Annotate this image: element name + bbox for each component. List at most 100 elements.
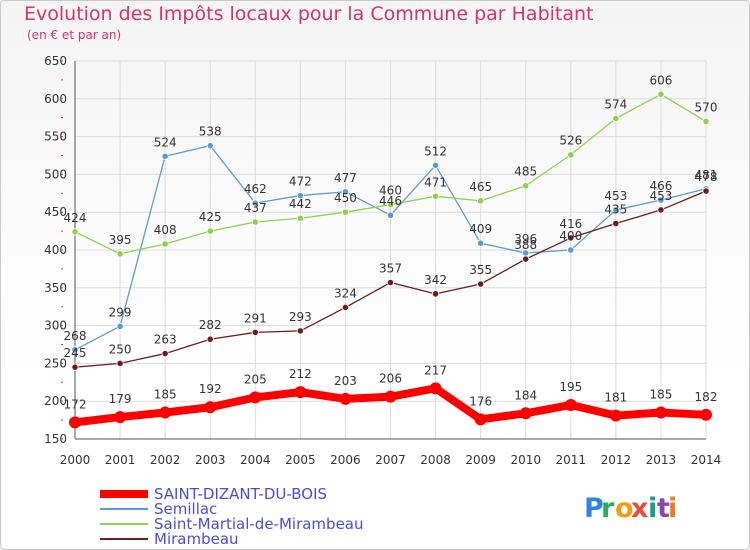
data-label: 205 — [244, 372, 267, 386]
data-label: 184 — [514, 388, 537, 402]
data-label: 435 — [604, 203, 627, 217]
data-point — [161, 152, 169, 160]
data-label: 355 — [469, 263, 492, 277]
legend-label: SAINT-DIZANT-DU-BOIS — [154, 485, 327, 503]
x-tick-label: 2003 — [195, 453, 226, 467]
data-point — [702, 187, 710, 195]
data-point — [609, 409, 622, 422]
data-label: 400 — [559, 229, 582, 243]
data-label: 342 — [424, 273, 447, 287]
data-label: 245 — [64, 346, 87, 360]
data-point — [206, 335, 214, 343]
data-label: 574 — [604, 97, 627, 111]
data-label: 481 — [695, 168, 718, 182]
data-point — [657, 90, 665, 98]
data-label: 268 — [64, 329, 87, 343]
data-point — [657, 206, 665, 214]
data-point — [522, 182, 530, 190]
x-tick-label: 2014 — [691, 453, 722, 467]
data-point — [114, 411, 127, 424]
data-point — [612, 206, 620, 214]
data-point — [296, 191, 304, 200]
data-point — [477, 280, 485, 288]
data-label: 192 — [199, 382, 222, 396]
logo-letter: x — [631, 493, 648, 524]
data-point — [567, 151, 575, 159]
data-label: 478 — [695, 170, 718, 184]
data-label: 570 — [695, 100, 718, 114]
data-point — [206, 227, 214, 235]
data-point — [477, 239, 485, 247]
data-label: 181 — [604, 391, 627, 405]
data-label: 512 — [424, 144, 447, 158]
chart-title: Evolution des Impôts locaux pour la Comm… — [24, 3, 594, 25]
data-point — [161, 349, 169, 358]
y-tick-label: 350 — [44, 281, 67, 295]
data-label: 185 — [154, 388, 177, 402]
data-label: 179 — [109, 392, 132, 406]
x-tick-label: 2002 — [150, 453, 181, 467]
data-label: 357 — [379, 262, 402, 276]
y-tick-label: 650 — [44, 54, 67, 68]
data-point — [386, 278, 395, 287]
x-tick-label: 2010 — [510, 453, 541, 467]
data-label: 182 — [695, 390, 718, 404]
data-point — [251, 199, 259, 207]
y-tick-label: 550 — [44, 130, 67, 144]
proxiti-logo: Pr ox i ti — [584, 493, 677, 524]
data-label: 424 — [64, 211, 87, 225]
data-label: 472 — [289, 175, 312, 189]
data-label: 465 — [469, 180, 492, 194]
x-tick-label: 2013 — [646, 453, 677, 467]
data-point — [519, 407, 532, 420]
data-label: 212 — [289, 367, 312, 381]
legend-label: Saint-Martial-de-Mirambeau — [154, 515, 364, 533]
data-point — [251, 328, 259, 337]
data-point — [296, 327, 304, 335]
data-label: 485 — [514, 165, 537, 179]
data-point — [71, 346, 79, 354]
x-tick-label: 2006 — [330, 453, 361, 467]
data-label: 453 — [649, 189, 672, 203]
data-label: 395 — [109, 233, 132, 247]
legend: SAINT-DIZANT-DU-BOISSemillacSaint-Martia… — [100, 485, 364, 548]
data-point — [474, 413, 487, 426]
data-point — [296, 214, 304, 222]
logo-letter: i — [648, 493, 657, 524]
y-tick-label: 250 — [44, 356, 67, 370]
data-label: 172 — [64, 397, 87, 411]
data-label: 466 — [649, 179, 672, 193]
y-tick-label: 300 — [44, 319, 67, 333]
y-tick-label: 400 — [44, 243, 67, 257]
data-label: 450 — [334, 191, 357, 205]
series-lines — [69, 90, 712, 429]
data-point — [700, 408, 712, 421]
data-label: 477 — [334, 171, 357, 185]
data-label: 388 — [514, 238, 537, 252]
data-point — [477, 197, 485, 205]
data-label: 471 — [424, 175, 447, 189]
data-label: 396 — [514, 232, 537, 246]
x-tick-label: 2011 — [556, 453, 587, 467]
logo-letter: t — [657, 493, 670, 524]
data-label: 425 — [199, 210, 222, 224]
data-point — [702, 117, 710, 126]
data-point — [429, 382, 442, 395]
data-label: 442 — [289, 197, 312, 211]
data-point — [341, 208, 350, 216]
x-tick-label: 2005 — [285, 453, 316, 467]
data-point — [431, 290, 440, 298]
legend-label: Semillac — [154, 500, 217, 518]
data-label: 293 — [289, 310, 312, 324]
grid-lines — [74, 60, 707, 440]
data-label: 203 — [334, 374, 357, 388]
x-tick-label: 2004 — [240, 453, 271, 467]
data-point — [431, 161, 440, 169]
data-point — [657, 196, 665, 204]
chart-subtitle: (en € et par an) — [27, 28, 122, 42]
data-point — [116, 359, 124, 367]
data-point — [71, 363, 79, 371]
